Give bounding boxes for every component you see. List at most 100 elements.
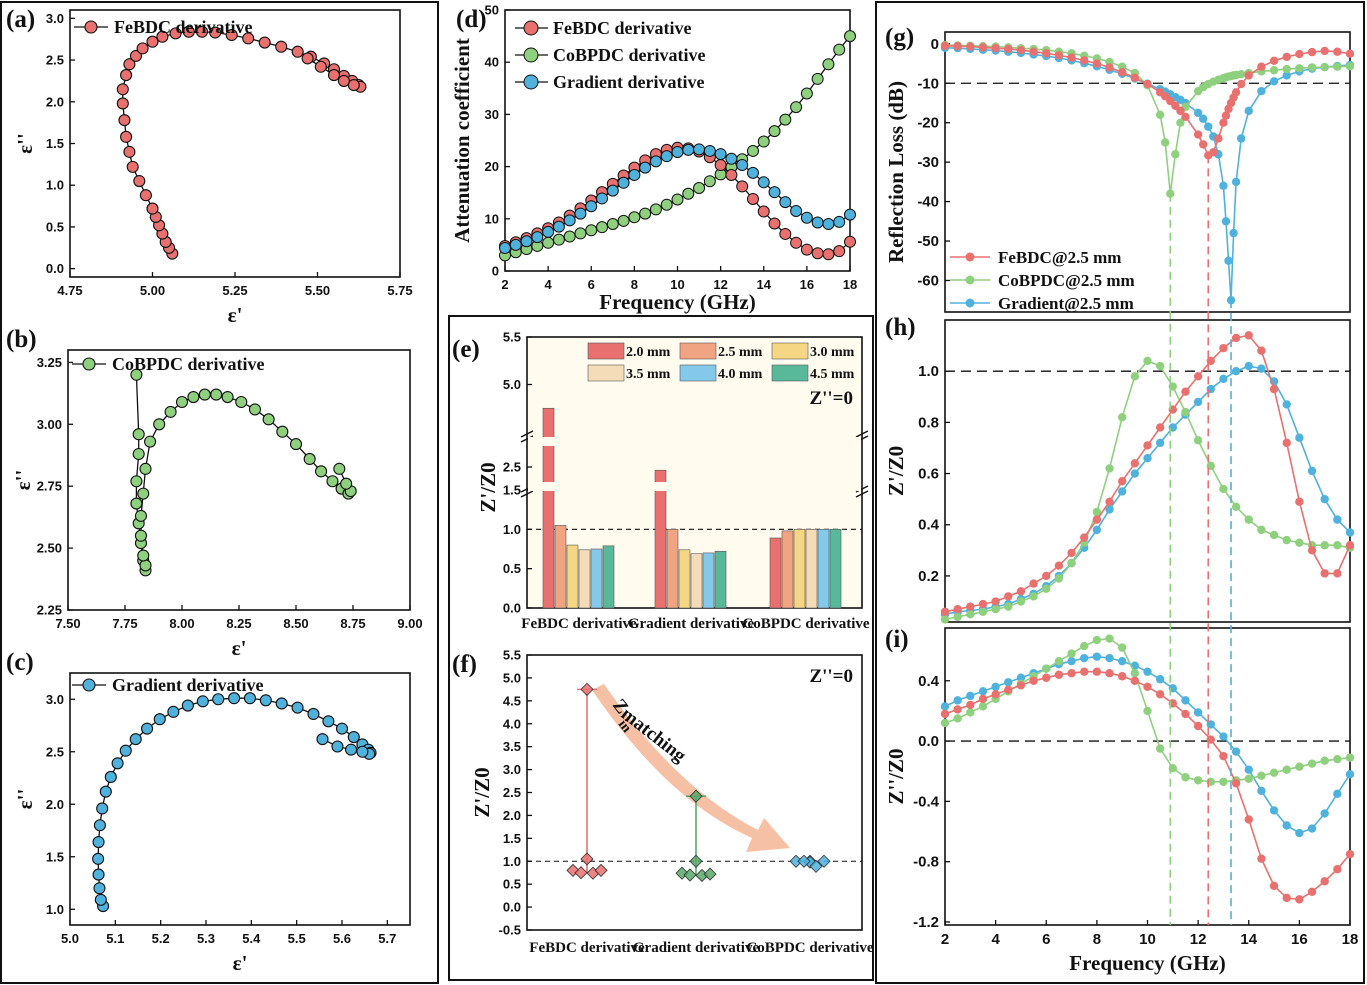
panel-i-point xyxy=(1320,756,1329,765)
panel-a-point xyxy=(129,49,143,62)
panel-c-xtick-label: 5.1 xyxy=(106,931,124,946)
panel-h-point xyxy=(1269,530,1279,540)
panel-a-point xyxy=(258,36,271,49)
panel-c-point xyxy=(167,705,180,718)
panel-h-point xyxy=(1307,466,1317,476)
panel-h-ytick-label: 0.8 xyxy=(918,414,939,431)
panel-c-point xyxy=(196,695,209,708)
panel-c-xtick-label: 5.5 xyxy=(288,931,306,946)
panel-d-xtick-label: 10 xyxy=(670,277,684,292)
panel-b-point xyxy=(139,462,152,475)
panel-h-point xyxy=(1244,361,1253,371)
panel-i-point xyxy=(1143,682,1152,691)
panel-f-diamond-point xyxy=(580,682,594,696)
panel-a-xlabel: ε' xyxy=(228,303,243,327)
panel-i-xtick-label: 10 xyxy=(1139,931,1156,948)
panel-i-point xyxy=(1080,653,1089,663)
panel-g-point xyxy=(1236,69,1246,79)
panel-a-point xyxy=(139,189,152,202)
panel-c-point xyxy=(347,730,360,744)
panel-i-point xyxy=(1345,849,1355,859)
panel-g-point xyxy=(1221,111,1231,120)
panel-e-annotation: Z''=0 xyxy=(809,388,853,409)
panel-i-point xyxy=(1333,754,1342,764)
panel-b-point xyxy=(130,475,143,488)
panel-g-point xyxy=(1295,49,1304,59)
panel-c-point xyxy=(275,697,288,710)
panel-e-bar xyxy=(793,529,806,609)
panel-d-point xyxy=(800,211,813,224)
panel-a-legend-label: FeBDC derivative xyxy=(114,17,252,37)
panel-label-b: (b) xyxy=(6,326,37,353)
panel-d-point xyxy=(779,113,792,126)
panel-i-point xyxy=(1117,672,1127,681)
panel-h-point xyxy=(1282,438,1291,448)
panel-i-point xyxy=(1307,887,1317,897)
panel-a-ytick-label: 1.0 xyxy=(46,178,64,193)
panel-h-point xyxy=(1004,592,1013,601)
panel-e-ytick-label: 1.5 xyxy=(503,483,521,498)
panel-h-point xyxy=(1117,487,1127,496)
panel-g-point xyxy=(1204,122,1213,131)
panel-i-point xyxy=(1105,653,1114,663)
panel-i-point xyxy=(1257,786,1266,796)
panel-d-point xyxy=(596,192,609,205)
panel-g-ytick-label: -10 xyxy=(917,75,939,92)
frame-left xyxy=(0,1,439,984)
panel-c-ytick-label: 2.0 xyxy=(46,797,64,812)
panel-c-point xyxy=(181,699,194,712)
panel-h-point xyxy=(1282,400,1291,409)
panel-d-point xyxy=(768,217,781,230)
panel-d-point xyxy=(790,101,803,114)
panel-d-ytick-label: 0 xyxy=(492,264,499,279)
panel-d-point xyxy=(499,242,511,255)
panel-h-axes-box xyxy=(944,319,1351,623)
panel-b-point xyxy=(210,388,223,401)
panel-b-point xyxy=(132,447,145,461)
panel-a: 4.75 5.00 5.25 5.50 5.75 0.0 0.5 1.0 1.5 2.0 2.5 3.… xyxy=(13,9,413,327)
panel-i-point xyxy=(1016,681,1026,690)
panel-g-point xyxy=(1345,62,1355,71)
panel-e-bar xyxy=(817,529,830,609)
panel-i-point xyxy=(1130,676,1140,685)
panel-e-category-label: Gradient derivative xyxy=(628,616,755,632)
panel-i-point xyxy=(1181,709,1190,719)
panel-e-ytick-label: 2.5 xyxy=(503,460,521,475)
panel-a-point xyxy=(347,79,360,92)
panel-i-ylabel: Z''/Z0 xyxy=(884,748,908,804)
panel-a-ylabel: ε'' xyxy=(13,133,37,154)
panel-d-ylabel: Attenuation coefficient xyxy=(450,38,474,243)
panel-d-point xyxy=(639,161,652,174)
panel-g-point xyxy=(1016,45,1026,55)
panel-g-point xyxy=(1282,71,1291,80)
panel-f-diamond-point xyxy=(689,789,703,803)
panel-b-point xyxy=(175,395,189,409)
panel-b-point xyxy=(137,487,150,500)
panel-d-point xyxy=(746,166,759,179)
panel-f-ytick-label: 2.0 xyxy=(503,808,521,823)
panel-e-legend-label: 4.5 mm xyxy=(810,367,855,382)
panel-h-point xyxy=(940,615,950,624)
panel-g-point xyxy=(1067,53,1076,62)
panel-f-diamond-point xyxy=(675,866,689,880)
panel-d-point xyxy=(682,187,695,200)
panel-d-point xyxy=(757,135,770,148)
panel-e-legend-swatch xyxy=(679,342,717,360)
panel-a-point xyxy=(291,45,304,58)
panel-h-point xyxy=(1231,502,1241,512)
panel-a-axes-box xyxy=(69,9,401,278)
panel-g-series-line-0 xyxy=(944,45,1351,157)
panel-g-point xyxy=(1231,177,1241,187)
panel-a-point xyxy=(327,69,341,82)
panel-h-point xyxy=(1016,587,1026,596)
panel-h-point xyxy=(1004,602,1013,611)
panel-h-point xyxy=(1345,528,1355,537)
panel-d-point xyxy=(833,215,846,228)
panel-c-point xyxy=(92,852,105,865)
panel-g-point xyxy=(1307,47,1317,57)
panel-b-xtick-label: 8.50 xyxy=(283,616,308,631)
panel-b-point xyxy=(130,368,143,381)
panel-a-xtick-label: 5.25 xyxy=(222,283,247,298)
panel-h-point xyxy=(1282,535,1291,545)
panel-i-point xyxy=(953,714,962,723)
